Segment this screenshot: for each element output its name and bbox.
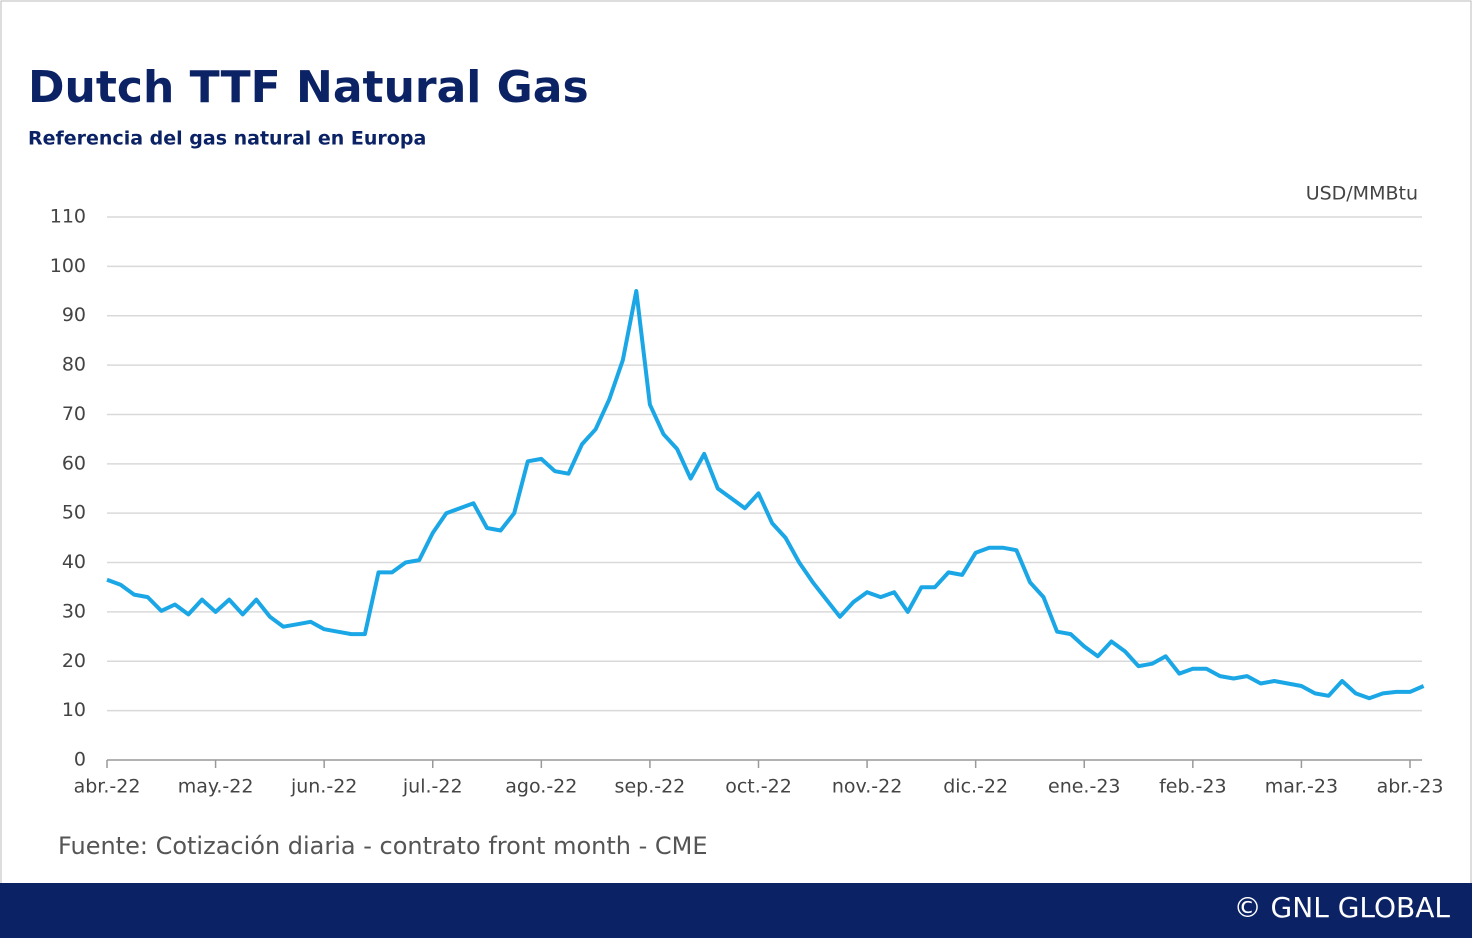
y-tick-label: 30: [62, 600, 86, 622]
x-tick-label: feb.-23: [1159, 776, 1227, 798]
footer-banner: [0, 883, 1472, 938]
x-tick-label: ene.-23: [1048, 776, 1121, 798]
x-tick-label: oct.-22: [725, 776, 792, 798]
y-tick-label: 100: [50, 255, 86, 277]
data-line: [106, 289, 1425, 701]
x-tick-label: nov.-22: [832, 776, 903, 798]
y-tick-label: 50: [62, 502, 86, 524]
y-tick-label: 0: [74, 749, 86, 771]
source-note: Fuente: Cotización diaria - contrato fro…: [58, 832, 708, 860]
y-tick-label: 60: [62, 452, 86, 474]
x-tick-label: abr.-22: [74, 776, 141, 798]
x-tick-label: mar.-23: [1265, 776, 1338, 798]
chart-title: Dutch TTF Natural Gas: [28, 62, 589, 113]
y-tick-label: 110: [50, 206, 86, 228]
y-tick-label: 90: [62, 304, 86, 326]
x-tick-label: abr.-23: [1377, 776, 1444, 798]
y-tick-label: 20: [62, 650, 86, 672]
x-tick-label: ago.-22: [505, 776, 577, 798]
y-tick-label: 10: [62, 699, 86, 721]
copyright: © GNL GLOBAL: [1234, 891, 1451, 924]
x-tick-label: dic.-22: [943, 776, 1008, 798]
y-tick-label: 80: [62, 354, 86, 376]
y-tick-label: 40: [62, 551, 86, 573]
chart-subtitle: Referencia del gas natural en Europa: [28, 128, 426, 150]
x-tick-label: sep.-22: [615, 776, 686, 798]
x-tick-label: jun.-22: [290, 776, 357, 798]
x-tick-label: may.-22: [178, 776, 254, 798]
unit-label: USD/MMBtu: [1306, 183, 1418, 205]
y-tick-label: 70: [62, 403, 86, 425]
x-tick-label: jul.-22: [402, 776, 463, 798]
